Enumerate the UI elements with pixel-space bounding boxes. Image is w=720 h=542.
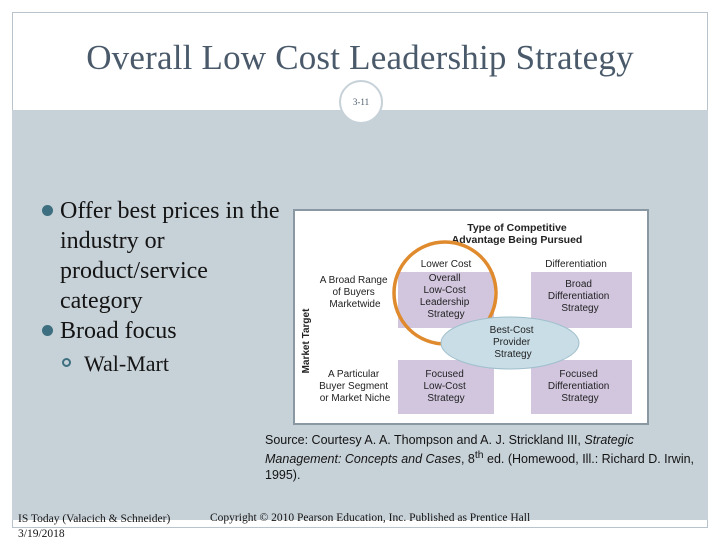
- cell-broad-differentiation: [531, 272, 632, 328]
- cell-focused-low-cost: [398, 360, 494, 414]
- figure-header-line2: Advantage Being Pursued: [452, 234, 583, 246]
- slide-number-badge: 3-11: [339, 80, 383, 124]
- source-suffix: ed. (Homewood, Ill.: Richard D. Irwin, 1…: [265, 452, 695, 483]
- strategy-matrix-svg: Type of Competitive Advantage Being Purs…: [301, 222, 632, 414]
- cell-text-focused-low: Focused Low-Cost Strategy: [423, 369, 468, 404]
- source-edition-sup: th: [474, 450, 484, 461]
- cell-text-best-cost: Best-Cost Provider Strategy: [490, 325, 537, 360]
- col-label-differentiation: Differentiation: [545, 259, 607, 270]
- footer-book: IS Today (Valacich & Schneider): [18, 513, 171, 525]
- bullet-list: Offer best prices in the industry or pro…: [42, 196, 282, 378]
- bullet-item: Broad focus: [42, 316, 282, 346]
- cell-text-overall: Overall Low-Cost Leadership Strategy: [420, 273, 472, 320]
- strategy-matrix-figure: Type of Competitive Advantage Being Purs…: [293, 209, 649, 425]
- cell-overall-low-cost: [398, 272, 494, 328]
- slide-number: 3-11: [352, 97, 370, 107]
- row-label-niche: A Particular Buyer Segment or Market Nic…: [319, 369, 391, 404]
- cell-focused-differentiation: [531, 360, 632, 414]
- cell-text-broad-diff: Broad Differentiation Strategy: [548, 279, 612, 314]
- footer-left: IS Today (Valacich & Schneider) 3/19/201…: [18, 512, 170, 542]
- row-label-broad: A Broad Range of Buyers Marketwide: [320, 275, 391, 310]
- source-book-title: Strategic Management: Concepts and Cases: [265, 433, 634, 467]
- source-prefix: Source: Courtesy A. A. Thompson and A. J…: [265, 433, 585, 447]
- cell-text-focused-diff: Focused Differentiation Strategy: [548, 369, 612, 404]
- col-label-lower-cost: Lower Cost: [421, 259, 472, 270]
- sub-bullet-item: Wal-Mart: [62, 350, 282, 378]
- figure-header-line1: Type of Competitive: [467, 222, 567, 234]
- source-citation: Source: Courtesy A. A. Thompson and A. J…: [265, 432, 705, 483]
- source-edition: , 8: [460, 452, 475, 467]
- footer-copyright: Copyright © 2010 Pearson Education, Inc.…: [210, 512, 531, 524]
- footer-date: 3/19/2018: [18, 528, 65, 540]
- side-label-market-target: Market Target: [301, 308, 312, 374]
- bullet-item: Offer best prices in the industry or pro…: [42, 196, 282, 316]
- best-cost-ellipse: [440, 316, 580, 370]
- slide-title: Overall Low Cost Leadership Strategy: [86, 38, 634, 77]
